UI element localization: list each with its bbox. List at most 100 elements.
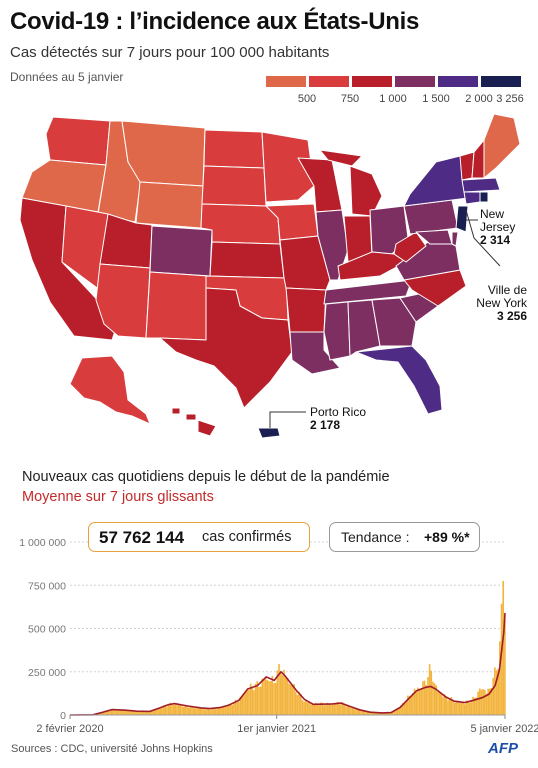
daily-bar bbox=[120, 709, 123, 715]
daily-bar bbox=[475, 697, 478, 715]
daily-bar bbox=[450, 696, 453, 715]
daily-bar bbox=[214, 708, 217, 715]
daily-bar bbox=[125, 709, 128, 715]
daily-bar bbox=[284, 677, 287, 715]
daily-bar bbox=[281, 674, 284, 715]
daily-bar bbox=[218, 707, 220, 715]
daily-bar bbox=[383, 713, 386, 715]
daily-bar bbox=[353, 709, 356, 715]
rolling-average-line bbox=[69, 612, 506, 716]
daily-bar bbox=[146, 711, 148, 715]
daily-bar bbox=[189, 706, 192, 715]
daily-bar bbox=[184, 704, 187, 715]
daily-bar bbox=[448, 698, 451, 715]
daily-bar bbox=[443, 694, 446, 715]
daily-bar bbox=[274, 682, 277, 715]
daily-bar bbox=[244, 692, 247, 715]
page-subtitle: Cas détectés sur 7 jours pour 100 000 ha… bbox=[10, 44, 330, 61]
daily-bar bbox=[115, 710, 118, 715]
daily-bar bbox=[243, 693, 245, 715]
daily-bar bbox=[209, 709, 212, 715]
callout-nj-value: 2 314 bbox=[480, 233, 510, 247]
daily-bar bbox=[427, 677, 429, 715]
daily-bar bbox=[181, 706, 183, 715]
daily-bar bbox=[179, 704, 182, 715]
daily-bar bbox=[420, 688, 423, 715]
daily-bar bbox=[438, 691, 441, 715]
daily-bar bbox=[303, 701, 305, 715]
daily-bar bbox=[207, 708, 210, 715]
daily-bar bbox=[452, 700, 454, 715]
daily-bar bbox=[468, 702, 471, 715]
state-delaware bbox=[451, 231, 459, 247]
daily-bar bbox=[398, 707, 401, 715]
daily-bar bbox=[388, 713, 391, 715]
daily-bar bbox=[393, 711, 396, 715]
daily-bar bbox=[283, 669, 285, 715]
daily-bar bbox=[223, 706, 225, 715]
daily-bar bbox=[440, 694, 443, 715]
daily-bar bbox=[455, 701, 458, 715]
daily-bar bbox=[405, 700, 407, 715]
daily-bar bbox=[345, 706, 347, 715]
daily-bar bbox=[254, 683, 257, 715]
page-title: Covid-19 : l’incidence aux États-Unis bbox=[10, 8, 420, 35]
daily-bar bbox=[253, 690, 255, 715]
trend-value: +89 %* bbox=[424, 529, 470, 545]
daily-bar bbox=[326, 702, 329, 715]
legend-label-2000: 2 000 bbox=[465, 93, 493, 105]
daily-bar bbox=[333, 704, 336, 715]
state-hawaii-3 bbox=[197, 419, 217, 437]
daily-bar bbox=[172, 704, 175, 715]
daily-bar bbox=[408, 695, 411, 715]
daily-bar bbox=[325, 704, 327, 715]
daily-bar bbox=[418, 688, 421, 715]
daily-bar bbox=[428, 664, 431, 715]
daily-bar bbox=[202, 709, 205, 715]
legend-label-1000: 1 000 bbox=[379, 93, 407, 105]
daily-bar bbox=[313, 704, 315, 715]
chart-gridlines bbox=[70, 541, 505, 673]
daily-bar bbox=[144, 711, 146, 715]
daily-bar bbox=[371, 712, 374, 715]
daily-bar bbox=[238, 701, 240, 715]
daily-bar bbox=[151, 710, 153, 715]
daily-bar bbox=[323, 705, 326, 715]
daily-bar bbox=[457, 700, 459, 715]
daily-bar bbox=[296, 694, 299, 715]
daily-bar bbox=[447, 700, 449, 715]
daily-bar bbox=[355, 709, 357, 715]
daily-bar bbox=[397, 709, 399, 715]
daily-bar bbox=[186, 705, 188, 715]
daily-bar bbox=[152, 710, 155, 715]
daily-bar bbox=[395, 709, 397, 715]
daily-bar bbox=[458, 703, 461, 715]
daily-bar bbox=[460, 702, 463, 715]
daily-bar bbox=[410, 696, 413, 715]
daily-cases-bars bbox=[70, 580, 506, 715]
daily-bar bbox=[131, 711, 133, 715]
daily-bar bbox=[279, 671, 282, 715]
legend-label-1500: 1 500 bbox=[422, 93, 450, 105]
daily-bar bbox=[167, 704, 170, 715]
daily-bar bbox=[343, 703, 346, 715]
callout-pr-value: 2 178 bbox=[310, 418, 340, 432]
daily-bar bbox=[264, 677, 267, 715]
daily-bar bbox=[413, 688, 416, 715]
daily-bar bbox=[289, 684, 292, 715]
daily-bar bbox=[422, 681, 424, 715]
state-new-jersey bbox=[455, 205, 469, 233]
y-tick-label: 1 000 000 bbox=[19, 537, 66, 549]
state-texas bbox=[159, 287, 293, 409]
sources-note: Sources : CDC, université Johns Hopkins bbox=[11, 743, 213, 755]
daily-bar bbox=[301, 700, 304, 715]
daily-bar bbox=[487, 688, 489, 715]
daily-bar bbox=[156, 709, 158, 715]
legend-label-750: 750 bbox=[340, 93, 360, 105]
daily-bar bbox=[212, 707, 215, 715]
daily-bar bbox=[407, 695, 409, 715]
daily-bar bbox=[375, 712, 377, 715]
state-michigan bbox=[349, 165, 383, 217]
daily-bar bbox=[361, 711, 364, 715]
daily-bar bbox=[164, 705, 167, 715]
